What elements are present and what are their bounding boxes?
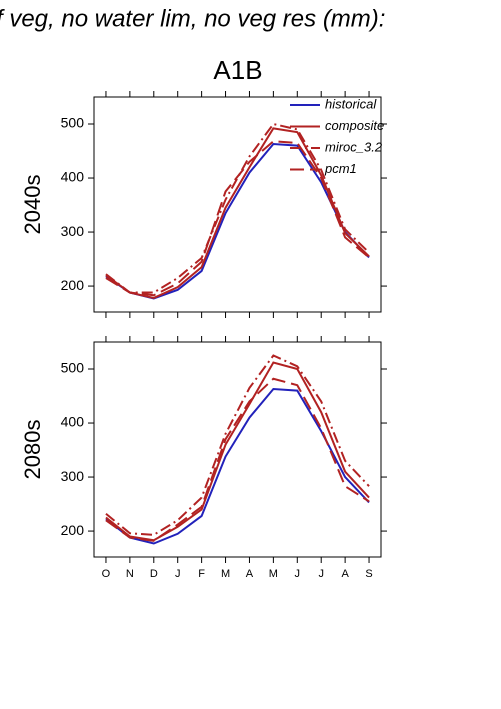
y-tick-label: 300 — [61, 223, 85, 239]
y-tick-label: 300 — [61, 468, 85, 484]
plot-frame — [93, 96, 382, 313]
x-tick-label: F — [198, 568, 205, 580]
chart-subtitle: A1B — [213, 55, 262, 85]
legend-label: miroc_3.2 — [325, 139, 383, 154]
x-tick-label: D — [150, 568, 158, 580]
series-line — [105, 354, 370, 536]
plot-frame — [93, 341, 382, 558]
x-tick-label: A — [341, 568, 349, 580]
x-tick-label: S — [365, 568, 372, 580]
x-tick-label: J — [175, 568, 181, 580]
series-line — [105, 127, 370, 300]
y-tick-label: 200 — [61, 522, 85, 538]
legend-label: composite — [325, 118, 384, 133]
x-tick-label: A — [246, 568, 254, 580]
y-axis-label: 2080s — [20, 420, 45, 480]
x-tick-label: M — [269, 568, 278, 580]
y-tick-label: 400 — [61, 414, 85, 430]
series-line — [105, 361, 370, 542]
y-axis-label: 2040s — [20, 175, 45, 235]
series-line — [105, 387, 370, 545]
series-line — [105, 140, 370, 297]
chart-title: f veg, no water lim, no veg res (mm): — [0, 5, 385, 32]
legend-label: pcm1 — [324, 161, 357, 176]
series-line — [105, 122, 370, 294]
legend-label: historical — [325, 96, 377, 111]
x-tick-label: M — [221, 568, 230, 580]
x-tick-label: J — [295, 568, 301, 580]
x-tick-label: J — [318, 568, 324, 580]
y-tick-label: 500 — [61, 360, 85, 376]
y-tick-label: 400 — [61, 169, 85, 185]
x-tick-label: N — [126, 568, 134, 580]
y-tick-label: 200 — [61, 277, 85, 293]
y-tick-label: 500 — [61, 115, 85, 131]
x-tick-label: O — [102, 568, 111, 580]
series-line — [105, 377, 370, 542]
